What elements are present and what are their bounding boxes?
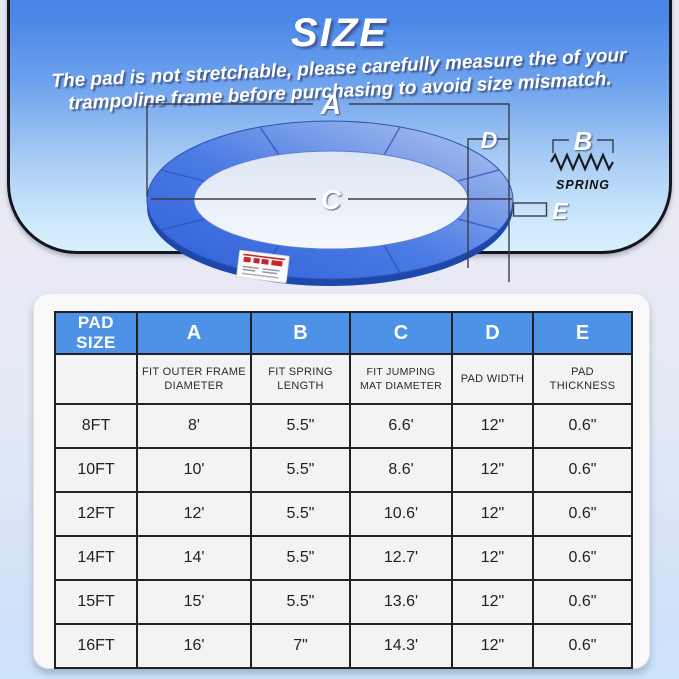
pad-ring: [146, 120, 514, 286]
cell-d: 12": [451, 623, 534, 669]
trampoline-pad-diagram: A D C E B SPRING: [146, 90, 614, 286]
cell-a: 10': [136, 447, 252, 493]
table-row: 14FT 14' 5.5" 12.7' 12" 0.6": [54, 535, 633, 581]
cell-size: 12FT: [54, 491, 138, 537]
cell-c: 12.7': [349, 535, 453, 581]
cell-size: 15FT: [54, 579, 138, 625]
subheader-a: FIT OUTER FRAME DIAMETER: [136, 353, 252, 405]
subheader-e: PAD THICKNESS: [532, 353, 633, 405]
cell-e: 0.6": [532, 535, 633, 581]
cell-c: 8.6': [349, 447, 453, 493]
cell-a: 12': [136, 491, 252, 537]
dimension-a: A: [146, 90, 510, 282]
cell-c: 6.6': [349, 403, 453, 449]
table-row: 15FT 15' 5.5" 13.6' 12" 0.6": [54, 579, 633, 625]
cell-b: 5.5": [250, 403, 351, 449]
cell-c: 13.6': [349, 579, 453, 625]
dimension-b: B SPRING: [550, 126, 614, 192]
cell-b: 5.5": [250, 491, 351, 537]
cell-size: 8FT: [54, 403, 138, 449]
dimension-d: D: [467, 127, 509, 268]
cell-e: 0.6": [532, 447, 633, 493]
cell-a: 14': [136, 535, 252, 581]
spring-icon: [550, 152, 614, 172]
dim-label-a: A: [320, 90, 341, 120]
page-title: SIZE: [291, 11, 388, 55]
col-header-b: B: [250, 311, 351, 355]
dim-label-b: B: [574, 126, 593, 156]
cell-d: 12": [451, 447, 534, 493]
cell-c: 10.6': [349, 491, 453, 537]
cell-b: 5.5": [250, 447, 351, 493]
table-row: 16FT 16' 7" 14.3' 12" 0.6": [54, 623, 633, 669]
cell-d: 12": [451, 491, 534, 537]
cell-size: 16FT: [54, 623, 138, 669]
cell-b: 5.5": [250, 579, 351, 625]
cell-c: 14.3': [349, 623, 453, 669]
dim-label-e: E: [552, 198, 568, 224]
col-header-pad-size: PAD SIZE: [54, 311, 138, 355]
cell-e: 0.6": [532, 579, 633, 625]
cell-d: 12": [451, 579, 534, 625]
size-table: PAD SIZE A B C D E FIT OUTER FRAME DIAME…: [54, 311, 633, 669]
cell-size: 10FT: [54, 447, 138, 493]
subheader-d: PAD WIDTH: [451, 353, 534, 405]
cell-a: 16': [136, 623, 252, 669]
cell-a: 8': [136, 403, 252, 449]
dim-label-c: C: [321, 184, 342, 215]
cell-d: 12": [451, 535, 534, 581]
cell-e: 0.6": [532, 623, 633, 669]
cell-d: 12": [451, 403, 534, 449]
table-row: 8FT 8' 5.5" 6.6' 12" 0.6": [54, 403, 633, 449]
dimension-c: C: [151, 184, 512, 215]
cell-e: 0.6": [532, 491, 633, 537]
cell-a: 15': [136, 579, 252, 625]
spring-label: SPRING: [556, 178, 610, 192]
col-header-d: D: [451, 311, 534, 355]
table-subheader-row: FIT OUTER FRAME DIAMETER FIT SPRING LENG…: [54, 353, 633, 405]
warning-tag: [236, 249, 290, 284]
cell-e: 0.6": [532, 403, 633, 449]
table-row: 12FT 12' 5.5" 10.6' 12" 0.6": [54, 491, 633, 537]
subheader-c: FIT JUMPING MAT DIAMETER: [349, 353, 453, 405]
table-header-row: PAD SIZE A B C D E: [54, 311, 633, 355]
cell-b: 5.5": [250, 535, 351, 581]
col-header-a: A: [136, 311, 252, 355]
dim-label-d: D: [481, 127, 498, 153]
cell-size: 14FT: [54, 535, 138, 581]
subheader-empty: [54, 353, 138, 405]
dimension-e: E: [512, 198, 568, 224]
cell-b: 7": [250, 623, 351, 669]
table-row: 10FT 10' 5.5" 8.6' 12" 0.6": [54, 447, 633, 493]
size-table-panel: PAD SIZE A B C D E FIT OUTER FRAME DIAME…: [33, 293, 650, 669]
col-header-e: E: [532, 311, 633, 355]
col-header-c: C: [349, 311, 453, 355]
subheader-b: FIT SPRING LENGTH: [250, 353, 351, 405]
